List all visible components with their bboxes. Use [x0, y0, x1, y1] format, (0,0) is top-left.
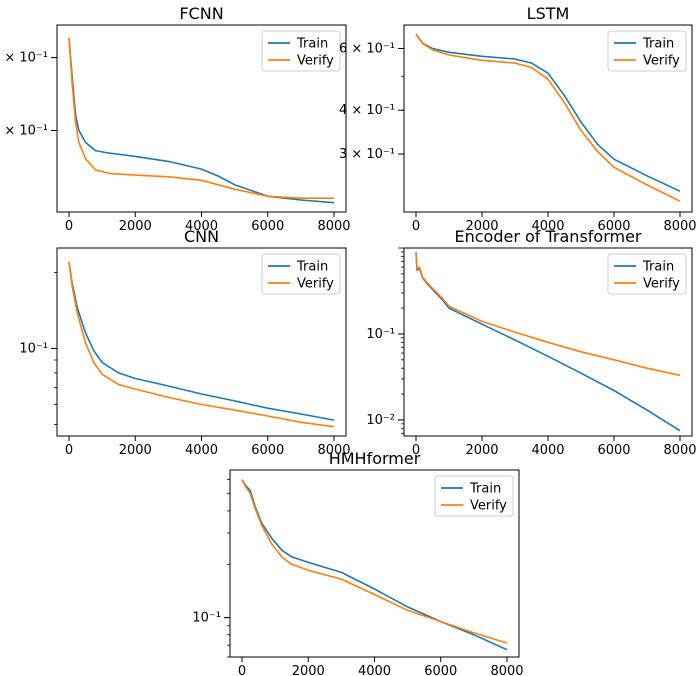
- x-tick-label: 0: [65, 219, 73, 234]
- x-tick-label: 2000: [465, 219, 498, 234]
- y-tick-label: 10⁻¹: [366, 327, 395, 342]
- subplot-1: 7 × 10⁻¹ 6 × 10⁻¹ 0 2000 4000 6000 8000 FCNN Tra…: [0, 4, 351, 234]
- x-tick-label: 4000: [531, 443, 564, 458]
- x-tick-label: 6000: [251, 443, 284, 458]
- chart-title: Encoder of Transformer: [454, 227, 641, 246]
- x-tick-label: 6000: [251, 219, 284, 234]
- chart-title: FCNN: [179, 4, 223, 23]
- x-tick-label: 4000: [358, 664, 391, 676]
- y-tick-label: 4 × 10⁻¹: [339, 103, 395, 118]
- chart-title: HMHformer: [329, 449, 421, 468]
- x-tick-label: 6000: [597, 219, 630, 234]
- legend-label: Train: [296, 37, 328, 52]
- axes-frame: [56, 24, 347, 213]
- subplot-2: 6 × 10⁻¹ 4 × 10⁻¹ 3 × 10⁻¹ 0 2000 4000 6000 800…: [339, 4, 697, 234]
- series-line-train: [68, 261, 335, 421]
- series-line-verify: [415, 33, 681, 202]
- series-line-train: [415, 33, 681, 192]
- x-tick-label: 6000: [597, 443, 630, 458]
- legend-label: Verify: [297, 277, 334, 292]
- legend-label: Verify: [643, 54, 680, 69]
- subplot-4: 10⁻¹ 10⁻² 0 2000 4000 6000 8000 Encoder of Tran…: [366, 227, 696, 458]
- x-tick-label: 0: [412, 443, 420, 458]
- x-tick-label: 8000: [317, 219, 350, 234]
- legend-label: Train: [469, 482, 501, 497]
- series-line-verify: [68, 261, 335, 428]
- chart-title: LSTM: [527, 4, 570, 23]
- y-tick-label: 6 × 10⁻¹: [339, 41, 395, 56]
- x-tick-label: 0: [65, 443, 73, 458]
- y-tick-label: 3 × 10⁻¹: [339, 147, 395, 162]
- legend: Train Verify: [607, 30, 687, 72]
- legend-box: [607, 30, 687, 72]
- x-tick-label: 2000: [465, 443, 498, 458]
- subplot-3: 10⁻¹ 0 2000 4000 6000 8000 CNN Train Verify: [19, 227, 350, 458]
- x-tick-label: 4000: [531, 219, 564, 234]
- x-tick-label: 6000: [424, 664, 457, 676]
- series-line-verify: [241, 479, 508, 644]
- series-line-train: [68, 37, 335, 204]
- legend: Train Verify: [607, 253, 687, 295]
- legend-label: Verify: [297, 54, 334, 69]
- x-tick-label: 2000: [292, 664, 325, 676]
- legend-box: [261, 30, 341, 72]
- x-tick-label: 8000: [663, 443, 696, 458]
- subplot-5: 10⁻¹ 0 2000 4000 6000 8000 HMHformer Train Verif…: [192, 449, 523, 676]
- axes-frame: [56, 247, 347, 437]
- legend-box: [261, 253, 341, 295]
- y-tick-label: 10⁻¹: [192, 611, 221, 626]
- y-tick-label: 10⁻²: [366, 413, 395, 428]
- y-tick-label: 6 × 10⁻¹: [0, 124, 48, 139]
- legend-label: Train: [642, 37, 674, 52]
- chart-title: CNN: [184, 227, 219, 246]
- y-tick-label: 10⁻¹: [19, 341, 48, 356]
- legend: Train Verify: [434, 475, 514, 517]
- x-tick-label: 8000: [490, 664, 523, 676]
- legend-box: [434, 475, 514, 517]
- x-tick-label: 8000: [317, 443, 350, 458]
- legend: Train Verify: [261, 253, 341, 295]
- legend-label: Train: [642, 260, 674, 275]
- axes-frame: [229, 469, 520, 658]
- y-tick-label: 7 × 10⁻¹: [0, 51, 48, 66]
- legend-label: Verify: [643, 277, 680, 292]
- x-tick-label: 4000: [185, 219, 218, 234]
- legend-label: Train: [296, 260, 328, 275]
- axes-frame: [403, 247, 693, 437]
- series-line-train: [241, 479, 508, 651]
- legend: Train Verify: [261, 30, 341, 72]
- x-tick-label: 0: [412, 219, 420, 234]
- x-tick-label: 2000: [119, 219, 152, 234]
- x-tick-label: 0: [238, 664, 246, 676]
- legend-label: Verify: [470, 499, 507, 514]
- legend-box: [607, 253, 687, 295]
- x-tick-label: 2000: [119, 443, 152, 458]
- x-tick-label: 4000: [185, 443, 218, 458]
- axes-frame: [403, 24, 693, 213]
- series-line-verify: [415, 251, 681, 377]
- x-tick-label: 8000: [663, 219, 696, 234]
- series-line-verify: [68, 37, 334, 199]
